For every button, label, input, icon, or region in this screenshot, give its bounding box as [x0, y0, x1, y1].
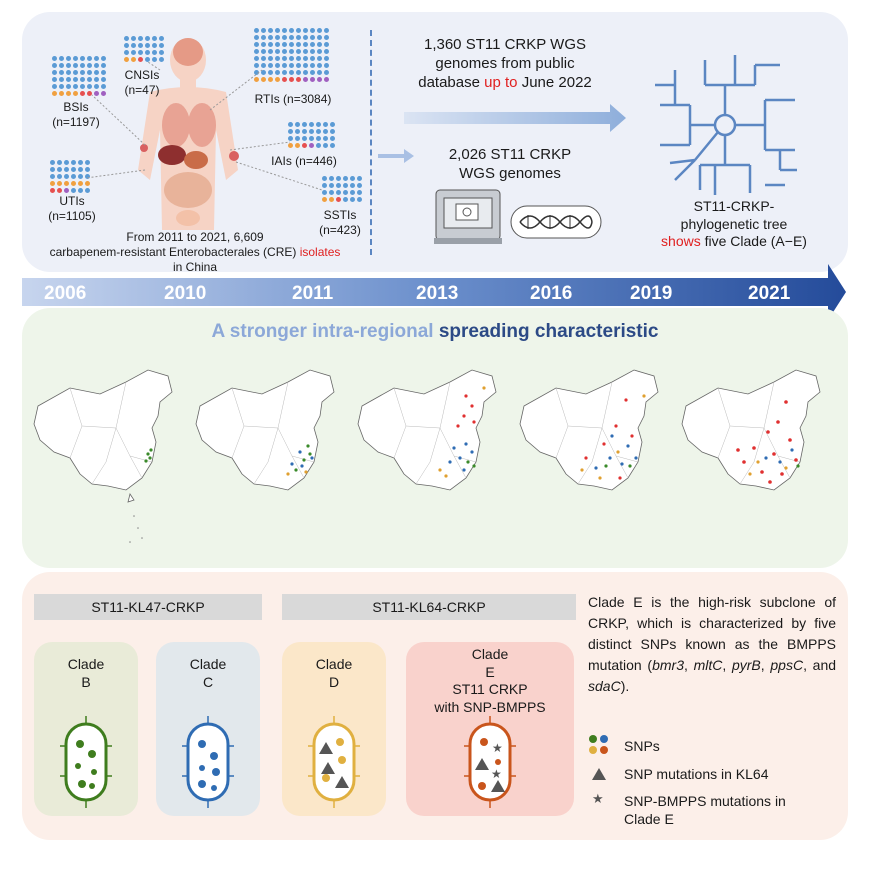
bsis-dot-grid: [52, 56, 106, 96]
kl64-header: ST11-KL64-CRKP: [282, 594, 576, 620]
top-separator: [370, 30, 372, 255]
timeline-arrow: [22, 264, 846, 320]
clade-e-description: Clade E is the high-risk subclone of CRK…: [588, 592, 836, 697]
legend-star-icon: ★: [592, 792, 604, 807]
description-sep1: ,: [683, 657, 694, 673]
cre-caption: From 2011 to 2021, 6,609 carbapenem-resi…: [30, 230, 360, 275]
wgs-total-line1: 2,026 ST11 CRKP: [448, 146, 572, 163]
utis-dot-grid: [50, 160, 90, 193]
legend-snps-label: SNPs: [624, 738, 660, 754]
gene-pyrb: pyrB: [731, 657, 761, 673]
legend-kl64-label: SNP mutations in KL64: [624, 766, 769, 782]
description-sep2: ,: [722, 657, 732, 673]
dna-icon: [510, 205, 602, 239]
year-2011: 2011: [292, 283, 334, 304]
wgs-public-line3a: database: [418, 73, 480, 91]
svg-text:★: ★: [491, 767, 502, 781]
china-map-2011: [195, 369, 335, 491]
clade-b-label: Clade B: [67, 656, 105, 690]
iais-dot-grid: [288, 122, 335, 148]
bsis-label: BSIs (n=1197): [52, 100, 100, 129]
china-map-2013: [357, 369, 497, 491]
tree-caption-line1: ST11-CRKP-: [693, 198, 775, 214]
cre-caption-line1: From 2011 to 2021, 6,609: [126, 230, 264, 244]
description-sep4: , and: [803, 657, 837, 673]
kl47-header: ST11-KL47-CRKP: [34, 594, 262, 620]
wgs-public-line1: 1,360 ST11 CRKP WGS: [423, 36, 586, 53]
clade-c-card: Clade C: [156, 642, 260, 816]
description-text: Clade E is the high-risk subclone of CRK…: [588, 594, 836, 673]
svg-text:★: ★: [492, 741, 503, 755]
gene-bmr3: bmr3: [652, 657, 684, 673]
map-title-part2: spreading characteristic: [438, 321, 659, 342]
wgs-public-line2: genomes from public: [435, 54, 575, 72]
rtis-dot-grid: [254, 28, 329, 82]
clade-d-bacterium: [308, 716, 360, 808]
description-sep3: ,: [760, 657, 765, 673]
cre-caption-line3: in China: [172, 260, 218, 274]
legend-snps-icon: [589, 735, 608, 754]
cre-caption-highlight: isolates: [299, 245, 341, 259]
year-2019: 2019: [630, 283, 673, 304]
wgs-total-text: 2,026 ST11 CRKP WGS genomes: [420, 146, 600, 184]
year-2021: 2021: [748, 283, 791, 304]
map-title-part1: A stronger intra-regional: [211, 321, 434, 342]
year-2006: 2006: [44, 283, 87, 304]
phylogenetic-tree-icon: [655, 55, 797, 195]
clade-e-bacterium: ★★: [464, 716, 516, 808]
sequencer-icon: [434, 189, 502, 244]
map-panel-title: A stronger intra-regional spreading char…: [22, 320, 848, 344]
utis-label: UTIs (n=1105): [48, 194, 96, 223]
clade-e-label: Clade E ST11 CRKP with SNP-BMPPS: [434, 646, 546, 715]
legend-bmpps-label: SNP-BMPPS mutations in Clade E: [624, 793, 786, 828]
flow-arrows: [378, 104, 626, 163]
human-body-illustration: [138, 38, 239, 230]
clade-b-bacterium: [60, 716, 112, 808]
sstis-dot-grid: [322, 176, 362, 202]
sstis-label: SSTIs (n=423): [319, 208, 361, 237]
tree-caption-highlight: shows: [661, 233, 701, 249]
gene-ppsc: ppsC: [770, 657, 804, 673]
wgs-public-highlight: up to: [484, 73, 518, 91]
tree-caption-line2: phylogenetic tree: [680, 215, 788, 232]
tree-caption-line3: five Clade (A−E): [704, 233, 807, 249]
gene-mltc: mltC: [693, 657, 723, 673]
china-map-2021: [681, 369, 821, 491]
rtis-label: RTIs (n=3084): [254, 92, 332, 106]
cre-caption-line2: carbapenem-resistant Enterobacterales (C…: [49, 245, 297, 259]
cnsis-dot-grid: [124, 36, 164, 62]
iais-label: IAIs (n=446): [271, 154, 337, 168]
china-map-2016: [519, 369, 659, 491]
year-2016: 2016: [530, 283, 573, 304]
description-end: ).: [620, 678, 630, 694]
clade-c-bacterium: [182, 716, 234, 808]
clade-c-label: Clade C: [189, 656, 227, 690]
clade-d-label: Clade D: [315, 656, 353, 690]
year-2013: 2013: [416, 283, 459, 304]
tree-caption: ST11-CRKP- phylogenetic tree shows five …: [656, 198, 812, 251]
china-map-2010: [33, 369, 173, 543]
legend-triangle-icon: [592, 768, 606, 780]
wgs-public-line3b: June 2022: [521, 73, 592, 91]
cnsis-label: CNSIs (n=47): [124, 68, 160, 97]
pointer-lines: [85, 61, 323, 191]
year-2010: 2010: [164, 283, 207, 304]
wgs-total-line2: WGS genomes: [459, 164, 561, 182]
gene-sdac: sdaC: [588, 678, 621, 694]
wgs-public-text: 1,360 ST11 CRKP WGS genomes from public …: [400, 36, 610, 92]
